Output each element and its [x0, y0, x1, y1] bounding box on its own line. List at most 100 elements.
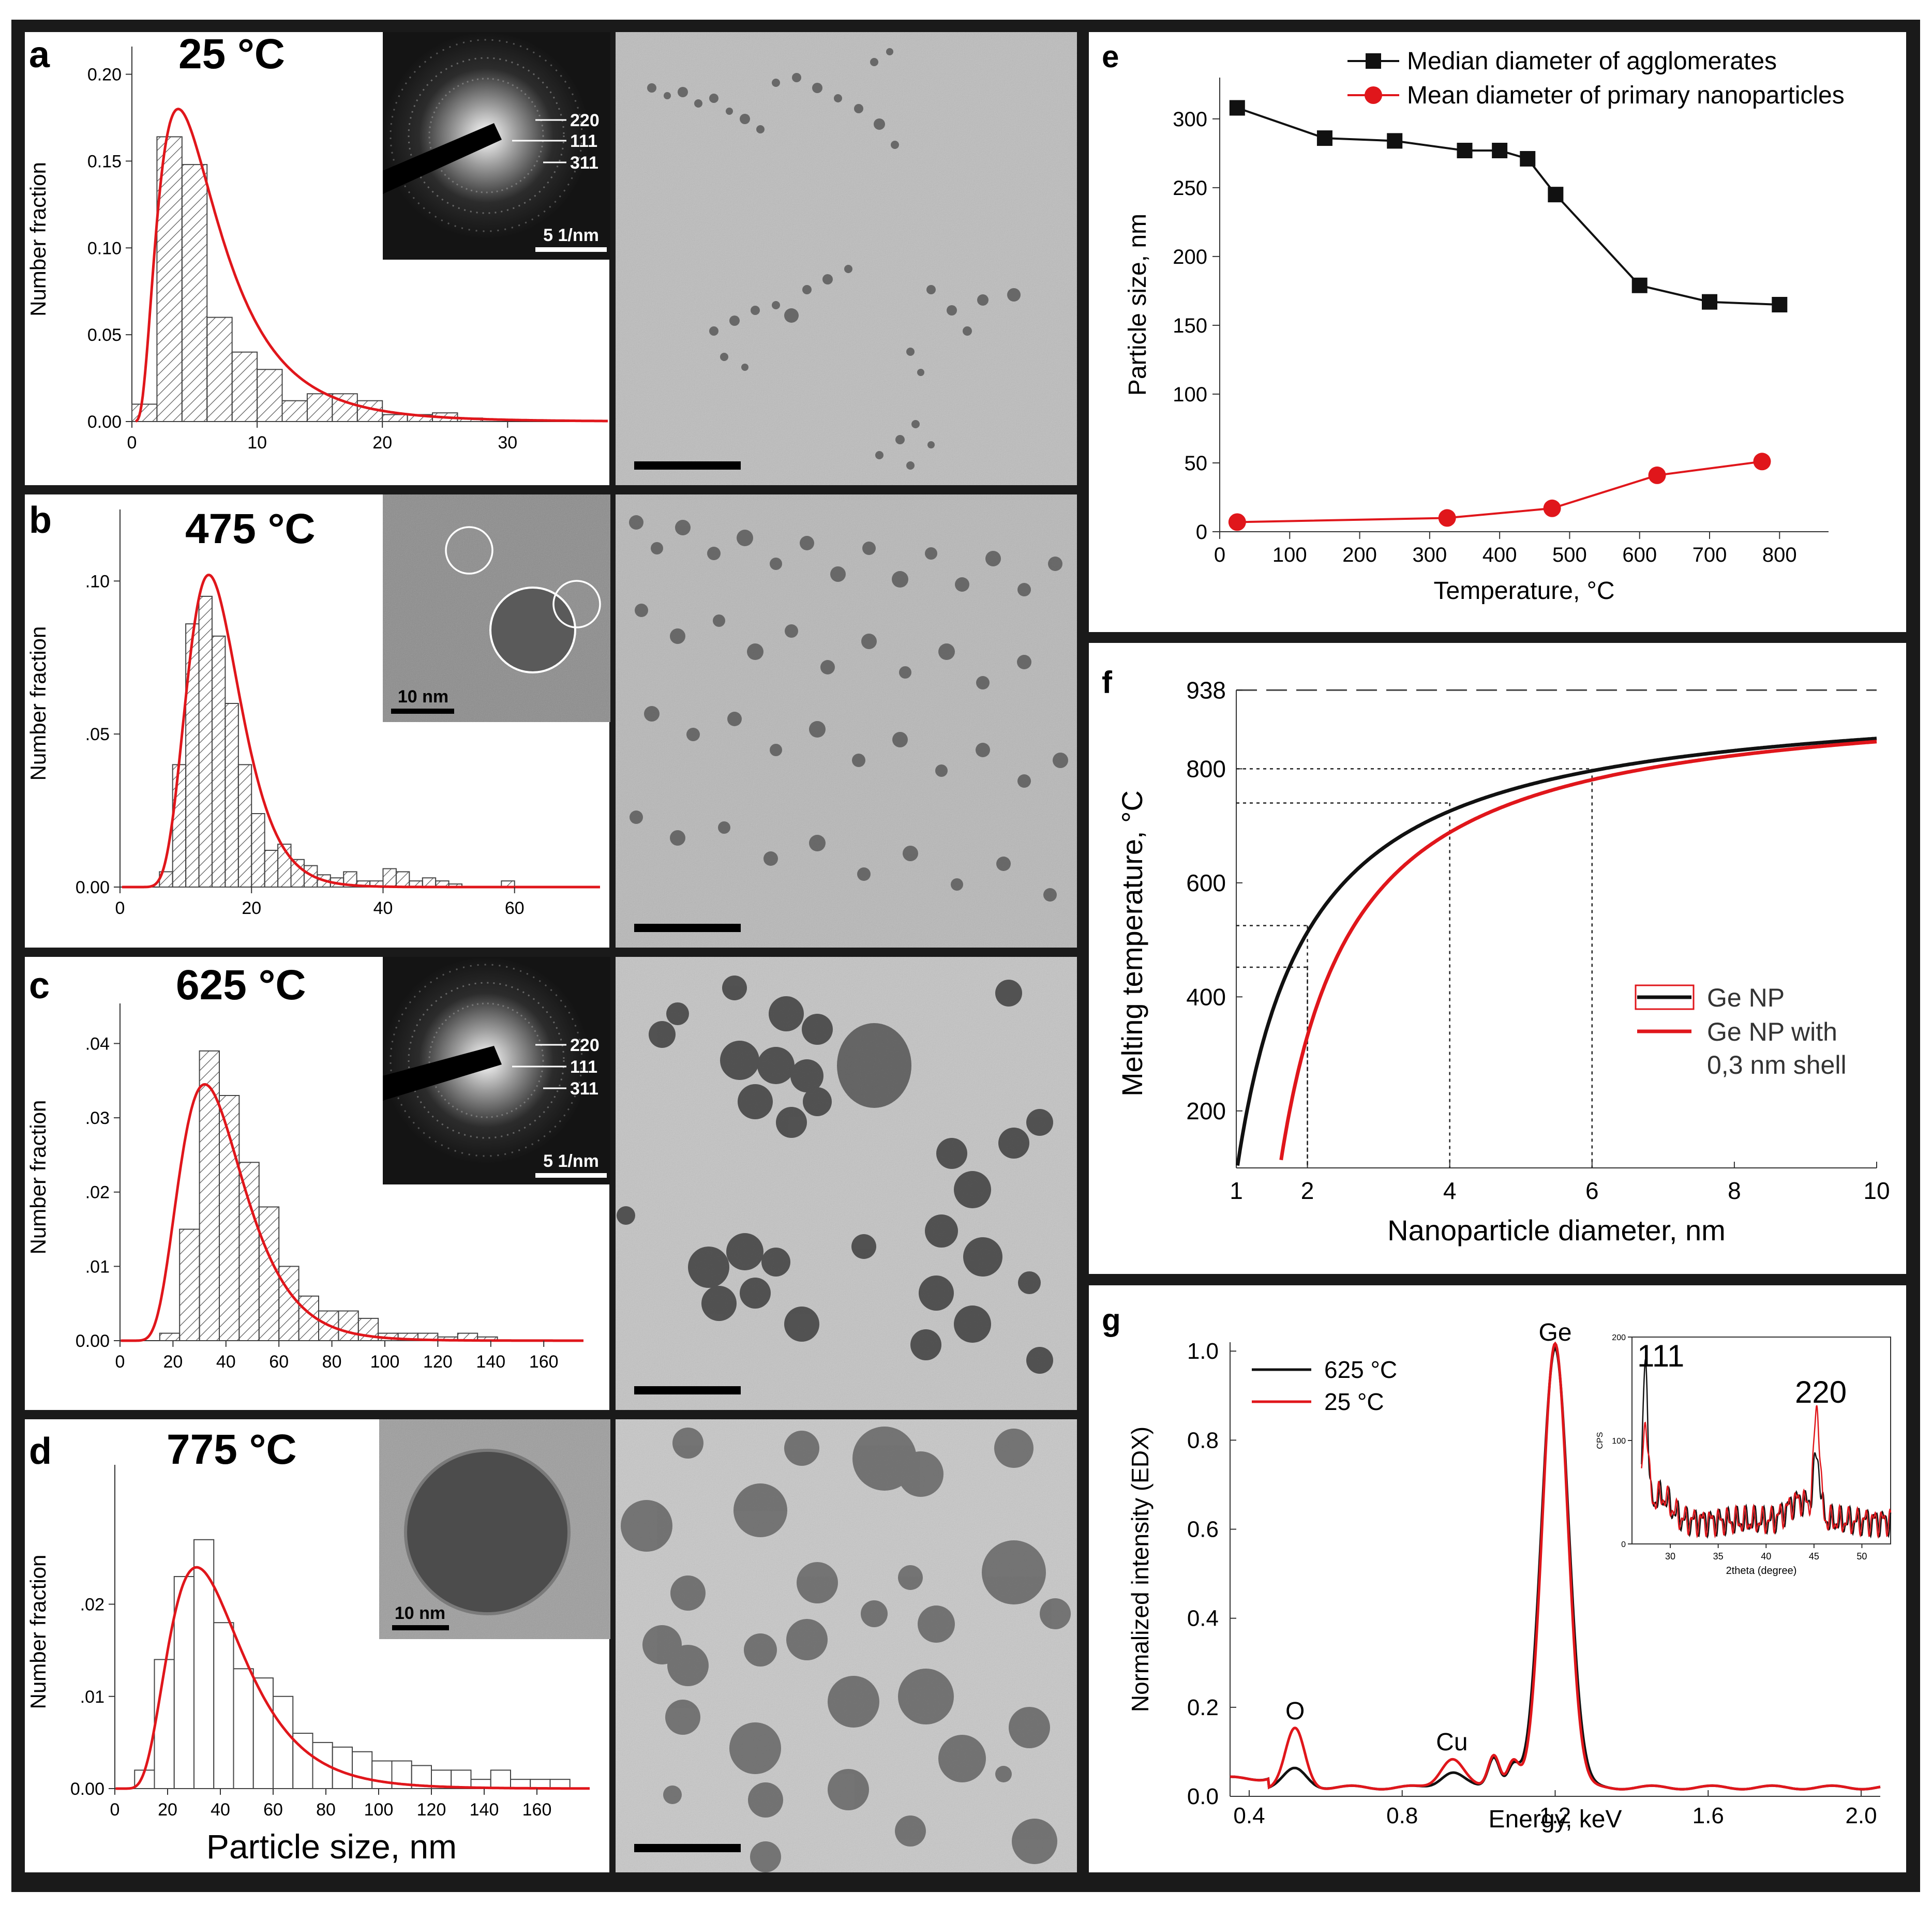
histogram-bar	[257, 369, 283, 422]
peak-label: Cu	[1436, 1729, 1467, 1756]
histogram-bar	[172, 764, 187, 888]
x-tick-label: 600	[1622, 544, 1657, 566]
histogram-bar	[154, 1659, 175, 1790]
scale-label: 5 1/nm	[543, 226, 599, 245]
x-tick-label: 400	[1482, 544, 1517, 566]
x-tick-label: 160	[522, 1800, 552, 1820]
histogram-bar	[490, 1769, 511, 1790]
x-axis-label: Energy, keV	[1489, 1806, 1622, 1833]
scale-label: 10 nm	[398, 687, 448, 707]
scale-label: 10 nm	[395, 1603, 445, 1623]
y-tick-label: .03	[85, 1108, 110, 1128]
histogram-bar	[281, 400, 308, 423]
inset-x-tick-label: 40	[1761, 1551, 1771, 1562]
peak-label: Ge	[1538, 1319, 1571, 1346]
histogram-bar	[224, 703, 239, 888]
x-tick-label: 60	[269, 1352, 289, 1372]
histogram-bar	[258, 1206, 280, 1342]
inset-y-tick-label: 100	[1612, 1437, 1626, 1446]
diffraction-inset-25c: 220 111 311 5 1/nm	[383, 32, 610, 260]
histogram-bar	[131, 403, 158, 423]
inset-y-tick-label: 200	[1612, 1333, 1626, 1342]
y-axis-label: Melting temperature, °C	[1116, 790, 1148, 1097]
x-tick-label: 0.4	[1233, 1803, 1265, 1828]
hrtem-inset-775c: 10 nm	[379, 1419, 610, 1639]
y-tick-label: 0.20	[87, 65, 122, 85]
data-point-square	[1229, 100, 1245, 116]
y-tick-label: .05	[85, 725, 110, 744]
histogram-bar	[251, 813, 265, 888]
y-tick-label: 1.0	[1187, 1339, 1219, 1364]
histogram-bar	[233, 1668, 254, 1790]
y-tick-label: 0.8	[1187, 1428, 1219, 1453]
data-point-square	[1387, 133, 1403, 149]
panel-letter-b: b	[29, 500, 52, 541]
x-tick-label: 1.2	[1539, 1803, 1571, 1828]
inset-x-tick-label: 35	[1713, 1551, 1724, 1562]
histogram-bar	[206, 317, 233, 422]
x-tick-label: 20	[163, 1352, 183, 1372]
lognormal-fit-curve	[135, 108, 608, 423]
panel-title-temperature: 775 °C	[167, 1426, 297, 1473]
histogram-bar	[338, 1310, 359, 1341]
panel-e-background	[1089, 32, 1906, 632]
y-tick-label: 200	[1186, 1098, 1226, 1124]
x-tick-label: 700	[1693, 544, 1727, 566]
y-tick-label: 0.00	[76, 878, 110, 897]
histogram-bar	[264, 850, 279, 888]
panel-letter-c: c	[29, 965, 50, 1007]
xrd-peak-label-220: 220	[1795, 1375, 1847, 1409]
y-tick-label: 0	[1196, 521, 1207, 544]
y-tick-label: 50	[1185, 452, 1208, 475]
y-tick-label: 0.2	[1187, 1695, 1219, 1720]
panel-title-temperature: 25 °C	[178, 31, 285, 78]
x-tick-label: 100	[370, 1352, 400, 1372]
lognormal-fit-curve	[121, 1083, 583, 1342]
data-point-square	[1492, 143, 1508, 159]
y-tick-label: 0.10	[87, 238, 122, 258]
data-point-circle	[1648, 466, 1666, 484]
panel-title-temperature: 475 °C	[185, 505, 316, 552]
y-tick-label: 800	[1186, 755, 1226, 782]
inset-x-axis-label: 2theta (degree)	[1726, 1565, 1797, 1577]
x-tick-label: 500	[1552, 544, 1587, 566]
x-tick-label: 60	[505, 898, 525, 918]
y-axis-label: Number fraction	[26, 162, 50, 317]
scale-label: 5 1/nm	[543, 1151, 599, 1171]
ring-label-311: 311	[570, 1079, 598, 1099]
melting-curve	[1236, 737, 1877, 1166]
y-tick-label: 150	[1173, 314, 1207, 337]
legend-label: Median diameter of agglomerates	[1407, 48, 1777, 75]
histogram-bar	[198, 595, 213, 888]
inset-x-tick-label: 45	[1809, 1551, 1819, 1562]
panel-letter-f: f	[1102, 665, 1113, 700]
histogram-bar	[422, 877, 437, 888]
histogram-bar	[193, 1539, 215, 1789]
histogram-bar	[352, 1751, 373, 1789]
xrd-inset: 30 35 40 45 50 0 100 200 2theta (degree) CPS 111 22…	[1596, 1327, 1901, 1596]
x-tick-label: 0.8	[1386, 1803, 1418, 1828]
x-tick-label: 20	[242, 898, 261, 918]
y-axis-label: Number fraction	[26, 626, 50, 781]
y-tick-label: .01	[80, 1687, 104, 1707]
y-tick-label: 0.00	[76, 1331, 110, 1351]
data-point-circle	[1543, 499, 1561, 517]
x-tick-label: 20	[158, 1800, 177, 1820]
x-tick-label: 2.0	[1845, 1803, 1877, 1828]
xrd-line	[1641, 1405, 1892, 1539]
data-point-square	[1520, 151, 1536, 167]
x-tick-label: 2	[1301, 1177, 1314, 1204]
legend-marker	[1365, 86, 1382, 104]
histogram-bar	[231, 351, 258, 423]
legend-marker	[1366, 53, 1381, 69]
x-tick-label: 800	[1762, 544, 1797, 566]
x-tick-label: 0	[110, 1800, 120, 1820]
peak-label: O	[1285, 1698, 1305, 1725]
y-tick-label: 200	[1173, 246, 1207, 268]
ring-label-220: 220	[570, 111, 600, 130]
x-tick-label: 60	[263, 1800, 283, 1820]
panel-letter-e: e	[1102, 39, 1119, 74]
histogram-bar	[159, 1332, 181, 1342]
x-tick-label: 0	[127, 433, 137, 453]
